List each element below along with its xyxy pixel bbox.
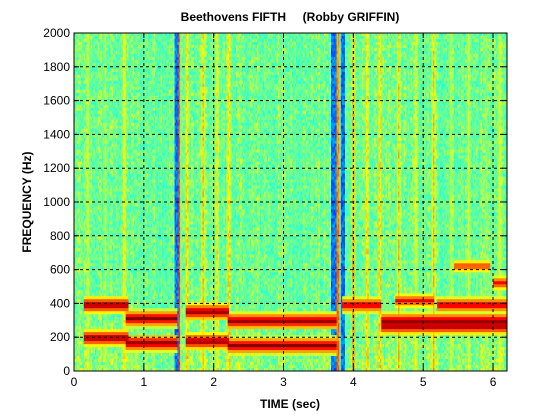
chart-title: Beethovens FIFTH (Robby GRIFFIN): [181, 10, 400, 24]
plot-area: [74, 33, 507, 371]
